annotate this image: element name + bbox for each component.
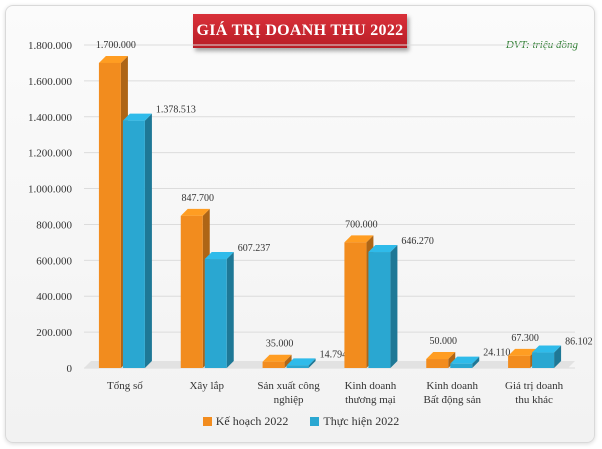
- x-tick-label: Giá trị doanh thu khác: [505, 380, 564, 406]
- data-label: 50.000: [430, 336, 458, 347]
- bar: [344, 242, 367, 368]
- bar: [180, 215, 203, 368]
- bar-side: [226, 252, 234, 368]
- x-tick-label-line: Bất động sản: [424, 394, 482, 406]
- y-tick-label: 1.000.000: [28, 184, 73, 196]
- x-tick-label: Sản xuất công nghiệp: [257, 380, 320, 406]
- bar-top: [532, 345, 562, 353]
- y-tick-label: 600.000: [36, 255, 72, 267]
- bar-top: [204, 252, 234, 260]
- data-label: 700.000: [345, 219, 378, 230]
- data-label: 1.700.000: [96, 40, 136, 51]
- chart-title-text: GIÁ TRỊ DOANH THU 2022: [196, 22, 404, 39]
- bar-side: [472, 356, 480, 368]
- bar: [98, 62, 121, 368]
- data-label: 847.700: [182, 193, 215, 204]
- bar-top: [426, 352, 456, 360]
- legend-label-plan: Kế hoạch 2022: [215, 414, 289, 428]
- bar: [532, 352, 555, 368]
- y-tick-label: 1.600.000: [28, 76, 73, 88]
- y-tick-label: 1.800.000: [28, 40, 73, 52]
- chart-floor: [84, 361, 575, 368]
- bar-side: [308, 358, 316, 368]
- data-label: 607.237: [238, 243, 271, 254]
- x-tick-label: Xây lắp: [189, 380, 224, 392]
- bar-top: [180, 208, 210, 216]
- x-tick-label: Tổng số: [107, 380, 143, 392]
- x-tick-label-line: Sản xuất công: [257, 380, 320, 392]
- legend-swatch-actual: [310, 417, 320, 426]
- bar-top: [286, 358, 316, 366]
- bar-top: [508, 348, 538, 356]
- bar-top: [368, 245, 398, 253]
- x-tick-label-line: Kinh doanh: [426, 380, 478, 392]
- legend-swatch-plan: [202, 417, 212, 426]
- y-tick-label: 1.200.000: [28, 148, 73, 160]
- chart-title: GIÁ TRỊ DOANH THU 2022: [193, 14, 407, 48]
- data-label: 646.270: [401, 236, 434, 247]
- x-tick-label-line: thương mại: [345, 394, 396, 406]
- data-label: 35.000: [266, 339, 294, 350]
- x-tick-label-line: nghiệp: [274, 394, 304, 406]
- bar-side: [144, 113, 152, 368]
- bar-top: [344, 235, 374, 243]
- x-tick-label-line: Xây lắp: [189, 380, 224, 392]
- bar-top: [450, 356, 480, 364]
- data-label: 24.110: [483, 348, 510, 359]
- bar: [450, 363, 473, 368]
- y-tick-label: 1.400.000: [28, 112, 73, 124]
- bar-side: [284, 354, 292, 368]
- bar: [426, 359, 449, 368]
- x-tick-label-line: thu khác: [515, 394, 553, 406]
- bar: [508, 355, 531, 368]
- x-tick-label-line: Giá trị doanh: [505, 380, 564, 392]
- bar-side: [448, 352, 456, 368]
- legend-item-actual: Thực hiện 2022: [310, 414, 399, 429]
- legend-item-plan: Kế hoạch 2022: [202, 414, 289, 429]
- y-tick-label: 200.000: [36, 327, 72, 339]
- legend: Kế hoạch 2022 Thực hiện 2022: [0, 414, 602, 429]
- data-label: 86.102: [565, 337, 593, 348]
- x-tick-label-line: Kinh doanh: [345, 380, 397, 392]
- data-label: 1.378.513: [156, 105, 196, 116]
- data-label: 14.794: [320, 349, 348, 360]
- y-tick-label: 800.000: [36, 219, 72, 231]
- bar: [368, 252, 391, 368]
- bar: [286, 365, 309, 368]
- bar-side: [554, 345, 562, 368]
- bar-top: [122, 113, 152, 121]
- x-tick-label-line: Tổng số: [107, 380, 143, 392]
- legend-label-actual: Thực hiện 2022: [323, 414, 400, 428]
- y-tick-label: 0: [67, 363, 73, 375]
- bar: [262, 361, 285, 368]
- bar-side: [390, 245, 398, 368]
- bar: [122, 120, 145, 368]
- bar-top: [262, 354, 292, 362]
- x-tick-label: Kinh doanh thương mại: [345, 380, 397, 406]
- data-label: 67.300: [511, 333, 539, 344]
- y-tick-label: 400.000: [36, 291, 72, 303]
- bar: [204, 259, 227, 368]
- bar-top: [98, 55, 128, 63]
- x-tick-label: Kinh doanh Bất động sản: [424, 380, 482, 406]
